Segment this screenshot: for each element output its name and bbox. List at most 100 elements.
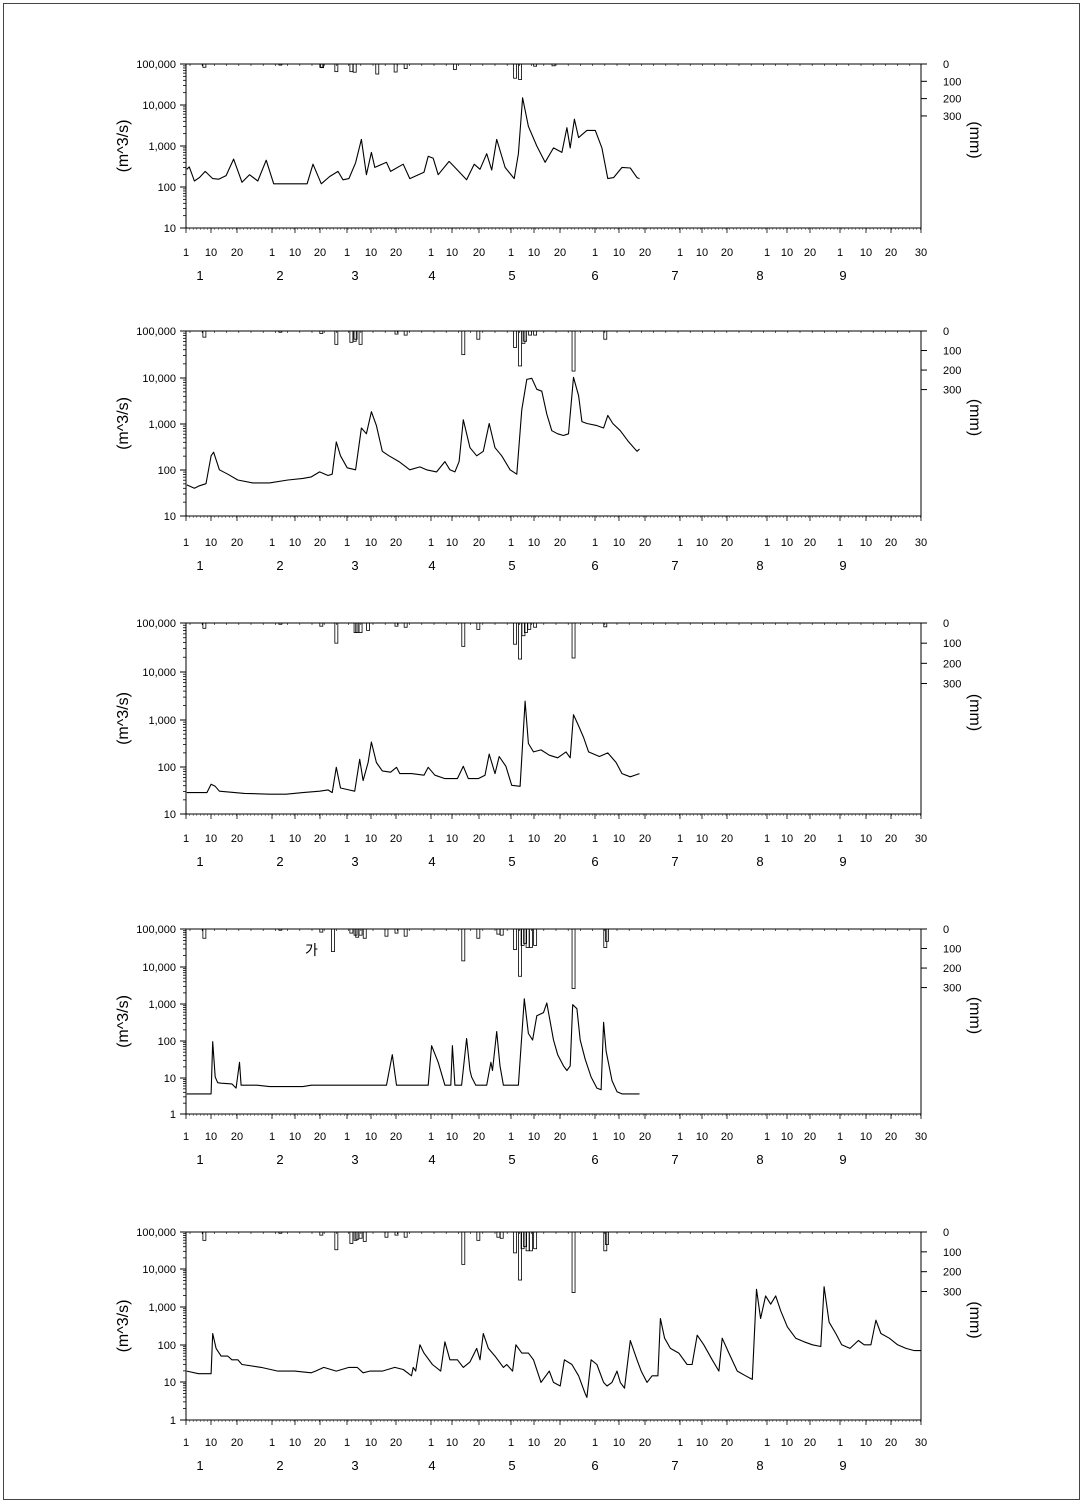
- rainfall-bar: [331, 928, 335, 953]
- x-day-tick-label: 10: [781, 1437, 793, 1449]
- rainfall-bar: [521, 622, 526, 637]
- x-day-tick-label: 30: [915, 1131, 927, 1143]
- rainfall-bar: [476, 1231, 481, 1241]
- y2-tick-label: 100: [943, 76, 961, 88]
- discharge-series-line: [186, 1286, 921, 1398]
- month-label: 1: [196, 854, 203, 869]
- rainfall-bar: [278, 1231, 283, 1234]
- x-day-tick-label: 10: [446, 247, 458, 259]
- rainfall-bar: [319, 1231, 324, 1236]
- rainfall-bar: [523, 1231, 528, 1248]
- month-label: 7: [671, 1152, 678, 1167]
- rainfall-bar: [394, 330, 399, 335]
- rainfall-bar: [605, 928, 609, 942]
- month-label: 9: [839, 268, 846, 283]
- y-tick-label: 10: [164, 809, 176, 821]
- rainfall-bar: [334, 1231, 339, 1251]
- y2-tick-label: 300: [943, 1287, 961, 1299]
- y2-axis-title: (mm): [966, 694, 983, 731]
- x-day-tick-label: 10: [613, 537, 625, 549]
- y2-tick-label: 0: [943, 59, 949, 71]
- y-tick-label: 100: [158, 465, 176, 477]
- rainfall-bar: [520, 928, 525, 946]
- x-day-tick-label: 1: [592, 247, 598, 259]
- rainfall-bar: [533, 1231, 538, 1250]
- rainfall-bar: [603, 330, 608, 340]
- x-day-tick-label: 1: [837, 247, 843, 259]
- x-day-tick-label: 10: [289, 537, 301, 549]
- month-label: 5: [508, 854, 515, 869]
- y-tick-label: 1,000: [148, 141, 176, 153]
- rainfall-bar: [334, 330, 339, 345]
- x-day-tick-label: 10: [365, 1131, 377, 1143]
- x-day-tick-label: 1: [183, 537, 189, 549]
- rainfall-bar: [278, 928, 283, 931]
- x-day-tick-label: 20: [885, 1131, 897, 1143]
- x-day-tick-label: 10: [860, 833, 872, 845]
- month-label: 2: [276, 268, 283, 283]
- x-day-tick-label: 1: [764, 833, 770, 845]
- x-day-tick-label: 20: [721, 1437, 733, 1449]
- rainfall-bar: [461, 330, 466, 356]
- x-day-tick-label: 1: [269, 537, 275, 549]
- rainfall-bar: [533, 330, 538, 336]
- x-day-tick-label: 10: [613, 247, 625, 259]
- rainfall-bar: [551, 63, 556, 67]
- x-day-tick-label: 20: [390, 1437, 402, 1449]
- x-day-tick-label: 20: [473, 537, 485, 549]
- x-day-tick-label: 1: [269, 247, 275, 259]
- x-day-tick-label: 20: [639, 537, 651, 549]
- x-day-tick-label: 10: [289, 1437, 301, 1449]
- y-tick-label: 1: [170, 1415, 176, 1427]
- rainfall-bar: [518, 330, 522, 367]
- y2-tick-label: 200: [943, 94, 961, 106]
- rainfall-bar: [375, 63, 380, 75]
- month-label: 9: [839, 1458, 846, 1473]
- x-day-tick-label: 1: [837, 537, 843, 549]
- y-tick-label: 100: [158, 1036, 176, 1048]
- rainfall-bar: [362, 928, 367, 939]
- rainfall-bar: [518, 63, 522, 80]
- month-label: 9: [839, 558, 846, 573]
- x-day-tick-label: 1: [837, 1131, 843, 1143]
- y2-tick-label: 300: [943, 678, 961, 690]
- y-tick-label: 1,000: [148, 1302, 176, 1314]
- x-day-tick-label: 1: [837, 1437, 843, 1449]
- y-tick-label: 100,000: [136, 618, 176, 630]
- y2-tick-label: 100: [943, 346, 961, 358]
- y-axis-title: (m^3/s): [115, 1300, 132, 1353]
- y-axis-title: (m^3/s): [115, 995, 132, 1048]
- rainfall-bar: [334, 622, 339, 644]
- x-day-tick-label: 1: [508, 1437, 514, 1449]
- x-day-tick-label: 1: [344, 833, 350, 845]
- rainfall-bar: [513, 63, 517, 79]
- month-label: 9: [839, 854, 846, 869]
- y2-tick-label: 300: [943, 111, 961, 123]
- x-day-tick-label: 20: [639, 833, 651, 845]
- x-day-tick-label: 1: [344, 247, 350, 259]
- x-day-tick-label: 20: [804, 537, 816, 549]
- chart-annotation: 가: [305, 942, 318, 958]
- x-day-tick-label: 20: [639, 1131, 651, 1143]
- rainfall-bar: [278, 622, 283, 625]
- y2-tick-label: 200: [943, 963, 961, 975]
- x-day-tick-label: 20: [885, 1437, 897, 1449]
- x-day-tick-label: 1: [344, 1437, 350, 1449]
- plot-area-frame: [185, 1231, 922, 1421]
- rainfall-bar: [319, 928, 324, 933]
- rainfall-bar: [518, 622, 522, 660]
- discharge-series-line: [186, 376, 640, 489]
- rainfall-bar: [476, 928, 481, 939]
- y-tick-label: 100: [158, 182, 176, 194]
- x-day-tick-label: 1: [764, 537, 770, 549]
- y2-tick-label: 0: [943, 326, 949, 338]
- month-label: 2: [276, 1458, 283, 1473]
- month-label: 7: [671, 268, 678, 283]
- y2-axis-title: (mm): [966, 399, 983, 436]
- rainfall-bar: [384, 1231, 389, 1238]
- month-label: 8: [756, 268, 763, 283]
- x-day-tick-label: 10: [860, 537, 872, 549]
- y-tick-label: 1: [170, 1109, 176, 1121]
- rainfall-bar: [528, 330, 533, 336]
